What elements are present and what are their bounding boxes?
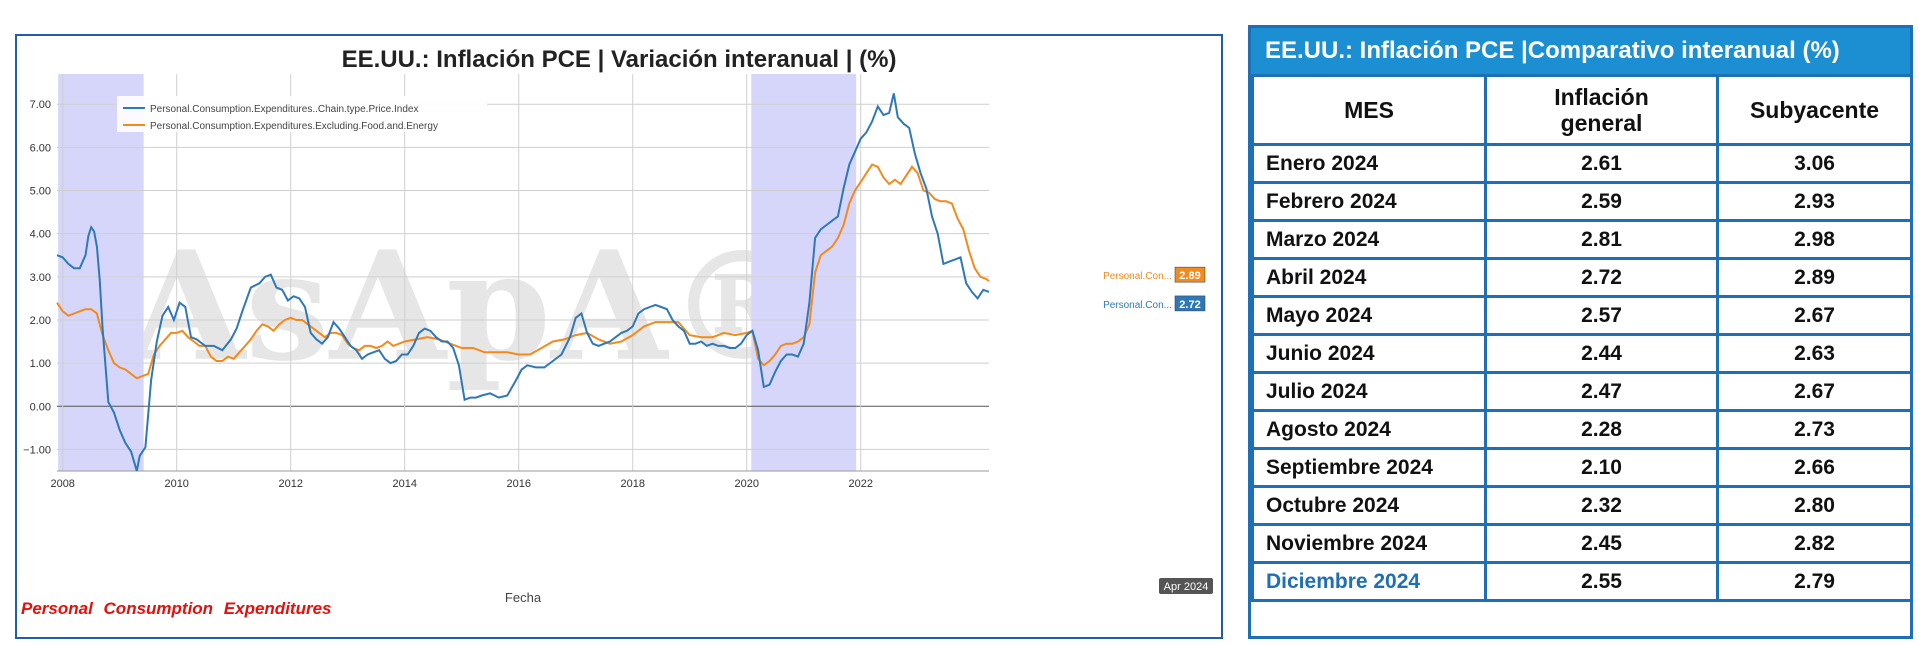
- series-value-label: 2.89: [1179, 270, 1200, 282]
- series-value-badge: [1174, 266, 1206, 283]
- cell-core: 2.67: [1716, 371, 1913, 412]
- header-general: Inflación general: [1484, 74, 1719, 146]
- cell-month: Septiembre 2024: [1251, 447, 1487, 488]
- y-tick-label: 1.00: [30, 358, 51, 370]
- y-tick-label: 5.00: [30, 186, 51, 198]
- cell-month: Junio 2024: [1251, 333, 1487, 374]
- x-tick-label: 2018: [620, 478, 644, 490]
- x-axis-label: Fecha: [505, 590, 542, 605]
- table-row: Mayo 2024 2.57 2.67: [1251, 295, 1913, 336]
- cell-core: 2.67: [1716, 295, 1913, 336]
- table-row: Julio 2024 2.47 2.67: [1251, 371, 1913, 412]
- cell-core: 2.66: [1716, 447, 1913, 488]
- cell-general: 2.61: [1484, 143, 1719, 184]
- cell-core: 3.06: [1716, 143, 1913, 184]
- y-tick-label: 4.00: [30, 229, 51, 241]
- comparison-table: MES Inflación general Subyacente Enero 2…: [1251, 74, 1913, 602]
- x-tick-label: 2022: [849, 478, 873, 490]
- table-row: Febrero 2024 2.59 2.93: [1251, 181, 1913, 222]
- cell-month: Agosto 2024: [1251, 409, 1487, 450]
- cell-month: Febrero 2024: [1251, 181, 1487, 222]
- cell-core: 2.63: [1716, 333, 1913, 374]
- x-tick-label: 2020: [734, 478, 758, 490]
- cell-general: 2.72: [1484, 257, 1719, 298]
- x-tick-label: 2008: [50, 478, 74, 490]
- cell-core: 2.73: [1716, 409, 1913, 450]
- cell-core: 2.80: [1716, 485, 1913, 526]
- cell-general: 2.32: [1484, 485, 1719, 526]
- last-date-badge: [1159, 578, 1213, 594]
- cell-general: 2.44: [1484, 333, 1719, 374]
- x-tick-label: 2010: [164, 478, 188, 490]
- cell-core: 2.79: [1716, 561, 1913, 602]
- line-chart[interactable]: AsApA® −1.00 0.00 1.00 2.00 3.00 4.00 5.00 6.00 7…: [17, 36, 1221, 637]
- cell-general: 2.10: [1484, 447, 1719, 488]
- series-value-label: 2.72: [1179, 299, 1200, 311]
- legend-box: [117, 96, 487, 132]
- chart-title: EE.UU.: Inflación PCE | Variación intera…: [341, 46, 897, 73]
- cell-month: Abril 2024: [1251, 257, 1487, 298]
- legend-entry: Personal.Consumption.Expenditures.Exclud…: [150, 121, 438, 132]
- y-tick-label: 6.00: [30, 142, 51, 154]
- cell-month: Julio 2024: [1251, 371, 1487, 412]
- cell-core: 2.98: [1716, 219, 1913, 260]
- table-row: Agosto 2024 2.28 2.73: [1251, 409, 1913, 450]
- y-tick-label: 7.00: [30, 99, 51, 111]
- x-tick-label: 2014: [392, 478, 416, 490]
- cell-month: Mayo 2024: [1251, 295, 1487, 336]
- cell-general: 2.55: [1484, 561, 1719, 602]
- series-line-1: [56, 163, 990, 380]
- cell-core: 2.82: [1716, 523, 1913, 564]
- table-row: Octubre 2024 2.32 2.80: [1251, 485, 1913, 526]
- cell-general: 2.45: [1484, 523, 1719, 564]
- cell-month: Diciembre 2024: [1251, 561, 1487, 602]
- header-month: MES: [1251, 74, 1487, 146]
- footer-note: Personal Consumption Expenditures: [21, 599, 332, 618]
- last-date-label: Apr 2024: [1164, 581, 1209, 593]
- table-row: Junio 2024 2.44 2.63: [1251, 333, 1913, 374]
- header-core: Subyacente: [1716, 74, 1913, 146]
- cell-core: 2.89: [1716, 257, 1913, 298]
- cell-month: Noviembre 2024: [1251, 523, 1487, 564]
- cell-month: Enero 2024: [1251, 143, 1487, 184]
- table-row: Marzo 2024 2.81 2.98: [1251, 219, 1913, 260]
- cell-general: 2.59: [1484, 181, 1719, 222]
- recession-band: [751, 74, 857, 471]
- recession-band: [58, 74, 144, 471]
- cell-general: 2.28: [1484, 409, 1719, 450]
- series-line-0: [56, 93, 990, 472]
- table-row: Abril 2024 2.72 2.89: [1251, 257, 1913, 298]
- table-body: Enero 2024 2.61 3.06 Febrero 2024 2.59 2.93 Ma…: [1251, 143, 1913, 602]
- cell-core: 2.93: [1716, 181, 1913, 222]
- cell-month: Octubre 2024: [1251, 485, 1487, 526]
- header-general-line1: Inflación: [1554, 84, 1649, 110]
- table-row: Diciembre 2024 2.55 2.79: [1251, 561, 1913, 602]
- cell-general: 2.57: [1484, 295, 1719, 336]
- y-tick-label: 0.00: [30, 401, 51, 413]
- table-row: Noviembre 2024 2.45 2.82: [1251, 523, 1913, 564]
- table-header-row: MES Inflación general Subyacente: [1251, 74, 1913, 146]
- series-end-label: Personal.Con...: [1103, 271, 1172, 282]
- cell-general: 2.81: [1484, 219, 1719, 260]
- table-row: Septiembre 2024 2.10 2.66: [1251, 447, 1913, 488]
- x-tick-label: 2016: [506, 478, 530, 490]
- y-tick-label: −1.00: [23, 444, 51, 456]
- y-tick-label: 3.00: [30, 272, 51, 284]
- watermark-logo: AsApA®: [127, 219, 817, 395]
- cell-month: Marzo 2024: [1251, 219, 1487, 260]
- header-general-line2: general: [1560, 110, 1643, 136]
- legend-entry: Personal.Consumption.Expenditures..Chain…: [150, 104, 418, 115]
- chart-panel: AsApA® −1.00 0.00 1.00 2.00 3.00 4.00 5.00 6.00 7…: [15, 34, 1223, 639]
- cell-general: 2.47: [1484, 371, 1719, 412]
- comparison-table-panel: EE.UU.: Inflación PCE |Comparativo inter…: [1248, 25, 1913, 639]
- y-tick-label: 2.00: [30, 315, 51, 327]
- x-tick-label: 2012: [278, 478, 302, 490]
- table-row: Enero 2024 2.61 3.06: [1251, 143, 1913, 184]
- table-title: EE.UU.: Inflación PCE |Comparativo inter…: [1251, 28, 1910, 74]
- series-value-badge: [1174, 295, 1206, 312]
- chart-legend: Personal.Consumption.Expenditures..Chain…: [117, 96, 487, 132]
- series-end-label: Personal.Con...: [1103, 300, 1172, 311]
